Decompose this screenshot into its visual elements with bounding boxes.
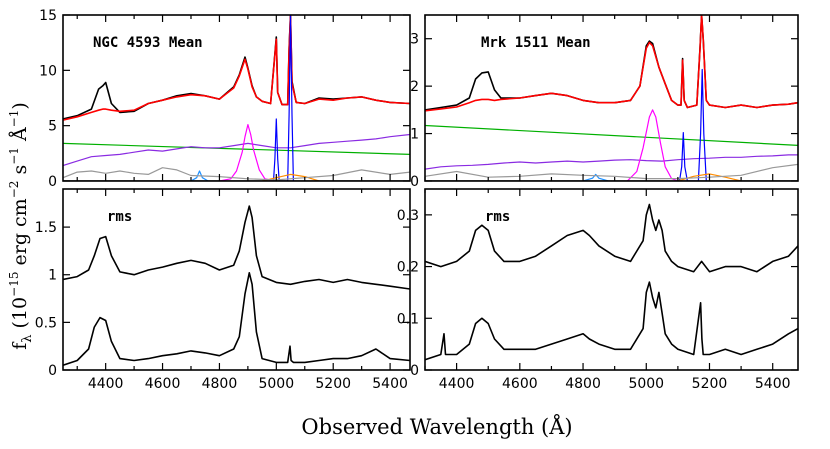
y-tick-label: 10 bbox=[39, 63, 57, 79]
plot-area bbox=[425, 15, 798, 181]
y-tick-label: 5 bbox=[48, 119, 57, 135]
y-title-em1: −1 bbox=[7, 147, 21, 165]
y-title-lambda: λ bbox=[20, 335, 35, 343]
series-line-7 bbox=[190, 170, 209, 181]
y-title-em2: −2 bbox=[7, 181, 21, 199]
x-tick-label: 4400 bbox=[88, 376, 124, 392]
series-line-0 bbox=[63, 205, 410, 290]
y-tick-label: 15 bbox=[39, 8, 57, 24]
y-axis-title: fλ (10−15 erg cm−2 s−1 Å−1) bbox=[7, 102, 35, 350]
x-tick-label: 4400 bbox=[439, 376, 475, 392]
plot-frame bbox=[424, 188, 799, 371]
y-title-close: ) bbox=[9, 102, 31, 109]
x-tick-label: 4600 bbox=[145, 376, 181, 392]
panel-mrk1511_mean: 0 1 2 3 Mrk 1511 Mean bbox=[410, 14, 799, 190]
series-line-1 bbox=[425, 281, 798, 361]
y-tick-label: 0.5 bbox=[35, 315, 57, 331]
panel-label: rms bbox=[107, 209, 132, 225]
plot-frame bbox=[62, 188, 411, 371]
y-tick-label: 0 bbox=[48, 174, 57, 190]
series-line-6 bbox=[261, 173, 320, 181]
y-tick-label: 3 bbox=[410, 32, 419, 48]
series-line-1 bbox=[63, 271, 410, 366]
series-line-4 bbox=[626, 109, 679, 181]
series-line-0 bbox=[63, 15, 410, 120]
y-tick-label: 1.5 bbox=[35, 220, 57, 236]
x-tick-label: 5000 bbox=[258, 376, 294, 392]
panel-label: NGC 4593 Mean bbox=[93, 35, 203, 51]
x-tick-label: 5400 bbox=[372, 376, 408, 392]
plot-frame bbox=[62, 14, 411, 182]
x-tick-label: 4800 bbox=[565, 376, 601, 392]
y-tick-label: 1 bbox=[410, 127, 419, 143]
plot-area bbox=[63, 205, 410, 366]
series-line-0 bbox=[425, 15, 798, 111]
x-tick-label: 5400 bbox=[755, 376, 791, 392]
y-title-erg: erg cm bbox=[9, 198, 31, 271]
series-line-2 bbox=[63, 142, 410, 155]
y-tick-label: 0.2 bbox=[397, 260, 419, 276]
plot-area bbox=[425, 203, 798, 361]
series-line-8 bbox=[425, 163, 798, 180]
y-tick-label: 2 bbox=[410, 79, 419, 95]
x-tick-label: 4600 bbox=[502, 376, 538, 392]
y-tick-label: 0 bbox=[410, 363, 419, 379]
panel-mrk1511_rms: 4400 4600 4800 5000 5200 5400 0 0.1 0.2 0.3 rms bbox=[397, 188, 799, 392]
plot-area bbox=[63, 15, 410, 181]
plot-frame bbox=[424, 14, 799, 182]
series-line-7 bbox=[582, 173, 609, 181]
series-line-5 bbox=[678, 68, 707, 181]
series-line-1 bbox=[425, 15, 798, 112]
y-tick-label: 0.3 bbox=[397, 208, 419, 224]
y-tick-label: 0 bbox=[410, 174, 419, 190]
x-tick-label: 5200 bbox=[692, 376, 728, 392]
x-tick-label: 5000 bbox=[628, 376, 664, 392]
series-line-3 bbox=[63, 133, 410, 167]
y-title-e15: −15 bbox=[7, 272, 21, 297]
panel-ngc4593_rms: 4400 4600 4800 5000 5200 5400 0 0.5 1 1.5 rms bbox=[35, 188, 411, 392]
y-tick-label: 0.1 bbox=[397, 311, 419, 327]
series-line-2 bbox=[425, 124, 798, 146]
y-title-am1: −1 bbox=[7, 110, 21, 128]
y-title-s: s bbox=[9, 165, 31, 181]
y-title-open: (10 bbox=[9, 297, 31, 335]
series-line-8 bbox=[63, 167, 410, 181]
panel-label: rms bbox=[485, 209, 510, 225]
series-line-1 bbox=[63, 15, 410, 121]
y-tick-label: 0 bbox=[48, 363, 57, 379]
y-tick-label: 1 bbox=[48, 268, 57, 284]
y-title-ang: Å bbox=[9, 127, 31, 147]
y-title-f: f bbox=[9, 341, 31, 350]
series-line-5 bbox=[272, 15, 294, 181]
x-tick-label: 4800 bbox=[202, 376, 238, 392]
x-axis-title: Observed Wavelength (Å) bbox=[301, 414, 572, 439]
series-line-0 bbox=[425, 203, 798, 273]
panel-label: Mrk 1511 Mean bbox=[481, 35, 591, 51]
series-line-4 bbox=[219, 123, 277, 181]
panel-ngc4593_mean: 0 5 10 15 NGC 4593 Mean bbox=[39, 8, 411, 190]
series-line-3 bbox=[425, 154, 798, 170]
x-tick-label: 5200 bbox=[315, 376, 351, 392]
